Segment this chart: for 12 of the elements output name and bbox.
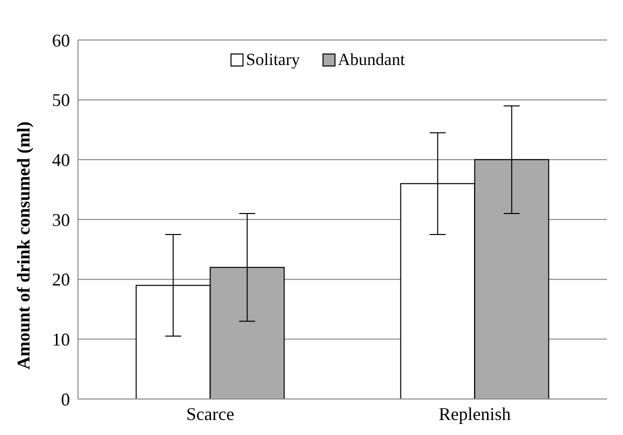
y-tick-label: 40	[52, 150, 70, 170]
legend-label: Solitary	[246, 50, 300, 70]
y-tick-label: 50	[52, 90, 70, 110]
legend-label: Abundant	[338, 50, 405, 70]
x-tick-label: Scarce	[186, 404, 234, 424]
y-tick-label: 20	[52, 270, 70, 290]
y-tick-label: 60	[52, 30, 70, 50]
y-tick-label: 10	[52, 330, 70, 350]
y-tick-label: 30	[52, 210, 70, 230]
x-tick-label: Replenish	[438, 404, 511, 424]
y-tick-label: 0	[61, 389, 70, 410]
y-axis-title: Amount of drink consumed (ml)	[13, 121, 34, 370]
